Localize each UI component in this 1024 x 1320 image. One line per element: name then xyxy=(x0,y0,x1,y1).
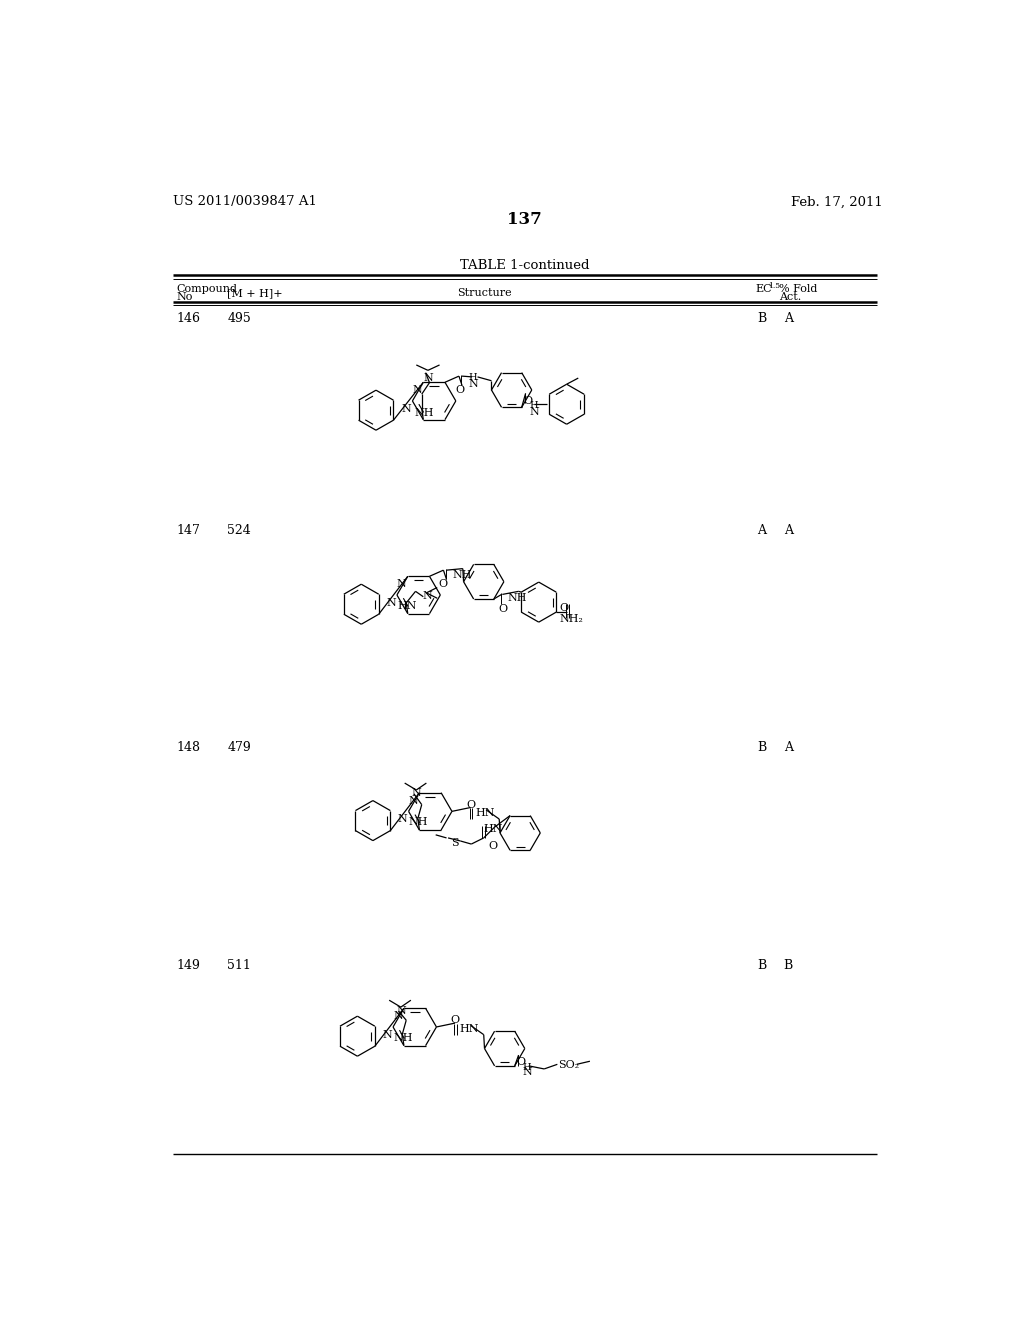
Text: NH: NH xyxy=(453,570,472,581)
Text: NH: NH xyxy=(393,1032,413,1043)
Text: N: N xyxy=(423,372,433,383)
Text: 147: 147 xyxy=(177,524,201,537)
Text: B: B xyxy=(783,960,793,973)
Text: O: O xyxy=(466,800,475,809)
Text: NH: NH xyxy=(409,817,428,826)
Text: O: O xyxy=(516,1056,525,1067)
Text: 148: 148 xyxy=(177,742,201,754)
Text: Structure: Structure xyxy=(457,288,512,298)
Text: TABLE 1-continued: TABLE 1-continued xyxy=(460,259,590,272)
Text: NH: NH xyxy=(414,408,433,418)
Text: HN: HN xyxy=(475,808,495,818)
Text: A: A xyxy=(758,524,766,537)
Text: O: O xyxy=(438,579,447,590)
Text: H: H xyxy=(468,374,477,381)
Text: 479: 479 xyxy=(227,742,251,754)
Text: A: A xyxy=(783,742,793,754)
Text: N: N xyxy=(468,379,478,389)
Text: SO₂: SO₂ xyxy=(558,1060,580,1069)
Text: N: N xyxy=(412,788,422,799)
Text: 511: 511 xyxy=(227,960,251,973)
Text: H: H xyxy=(529,401,538,411)
Text: N: N xyxy=(396,1006,406,1015)
Text: EC: EC xyxy=(756,284,772,294)
Text: A: A xyxy=(783,524,793,537)
Text: O: O xyxy=(499,603,508,614)
Text: O: O xyxy=(559,603,568,612)
Text: H: H xyxy=(522,1063,531,1072)
Text: No: No xyxy=(177,292,194,301)
Text: N: N xyxy=(529,407,540,417)
Text: B: B xyxy=(758,742,767,754)
Text: N: N xyxy=(423,591,432,602)
Text: A: A xyxy=(783,313,793,326)
Text: N: N xyxy=(401,404,412,414)
Text: 137: 137 xyxy=(508,211,542,228)
Text: O: O xyxy=(523,396,532,405)
Text: HN: HN xyxy=(483,824,503,834)
Text: Act.: Act. xyxy=(779,292,801,301)
Text: NH: NH xyxy=(508,593,527,603)
Text: O: O xyxy=(455,385,464,396)
Text: [M + H]+: [M + H]+ xyxy=(227,288,283,298)
Text: S: S xyxy=(452,838,459,847)
Text: 495: 495 xyxy=(227,313,251,326)
Text: Compound: Compound xyxy=(177,284,238,294)
Text: N: N xyxy=(386,598,396,609)
Text: O: O xyxy=(451,1015,460,1026)
Text: HN: HN xyxy=(397,602,417,611)
Text: N: N xyxy=(393,1011,402,1022)
Text: 524: 524 xyxy=(227,524,251,537)
Text: N: N xyxy=(397,814,408,825)
Text: N: N xyxy=(382,1030,392,1040)
Text: 146: 146 xyxy=(177,313,201,326)
Text: N: N xyxy=(397,579,407,590)
Text: % Fold: % Fold xyxy=(779,284,817,294)
Text: Feb. 17, 2011: Feb. 17, 2011 xyxy=(791,195,883,209)
Text: N: N xyxy=(409,796,418,805)
Text: 1.5: 1.5 xyxy=(768,282,780,290)
Text: HN: HN xyxy=(460,1024,479,1034)
Text: NH₂: NH₂ xyxy=(559,614,584,623)
Text: B: B xyxy=(758,960,767,973)
Text: N: N xyxy=(522,1068,532,1077)
Text: US 2011/0039847 A1: US 2011/0039847 A1 xyxy=(173,195,316,209)
Text: B: B xyxy=(758,313,767,326)
Text: N: N xyxy=(413,385,422,396)
Text: 149: 149 xyxy=(177,960,201,973)
Text: O: O xyxy=(488,841,498,851)
